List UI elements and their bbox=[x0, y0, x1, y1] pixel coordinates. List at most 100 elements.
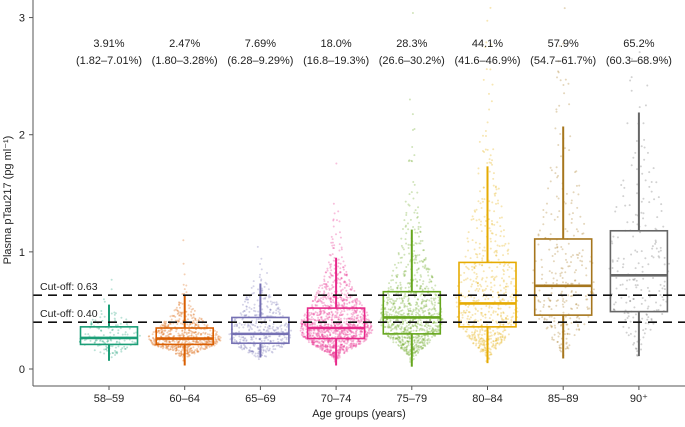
data-point bbox=[537, 299, 540, 302]
data-point bbox=[339, 346, 342, 349]
data-point bbox=[345, 284, 348, 287]
data-point bbox=[345, 317, 348, 320]
data-point bbox=[324, 345, 327, 348]
data-point bbox=[188, 350, 191, 353]
data-point bbox=[310, 318, 313, 321]
data-point bbox=[541, 273, 544, 276]
data-point bbox=[163, 329, 166, 332]
data-point bbox=[340, 343, 343, 346]
data-point bbox=[355, 309, 358, 312]
data-point bbox=[343, 340, 346, 343]
data-point bbox=[500, 314, 503, 317]
percent-label: 65.2% bbox=[623, 38, 654, 50]
data-point bbox=[497, 307, 500, 310]
data-point bbox=[300, 325, 303, 328]
data-point bbox=[404, 270, 407, 273]
data-point bbox=[356, 299, 359, 302]
data-point bbox=[489, 247, 492, 250]
data-point bbox=[507, 300, 510, 303]
data-point bbox=[415, 345, 418, 348]
data-point bbox=[384, 319, 387, 322]
data-point bbox=[343, 328, 346, 331]
data-point bbox=[483, 330, 486, 333]
data-point bbox=[348, 301, 351, 304]
data-point bbox=[169, 340, 172, 343]
data-point bbox=[390, 279, 393, 282]
data-point bbox=[319, 300, 322, 303]
data-point bbox=[419, 345, 422, 348]
data-point bbox=[644, 257, 647, 260]
data-point bbox=[406, 282, 409, 285]
data-point bbox=[466, 335, 469, 338]
data-point bbox=[261, 344, 264, 347]
data-point bbox=[320, 344, 323, 347]
data-point bbox=[244, 346, 247, 349]
data-point bbox=[642, 329, 645, 332]
data-point bbox=[592, 292, 595, 295]
data-point bbox=[257, 358, 260, 361]
data-point bbox=[330, 349, 333, 352]
data-point bbox=[570, 218, 573, 221]
data-point bbox=[190, 314, 193, 317]
box bbox=[533, 238, 593, 316]
data-point bbox=[430, 297, 433, 300]
data-point bbox=[277, 306, 280, 309]
data-point bbox=[420, 336, 423, 339]
data-point bbox=[500, 339, 503, 342]
data-point bbox=[171, 314, 174, 317]
data-point bbox=[173, 345, 176, 348]
data-point bbox=[249, 350, 252, 353]
data-point bbox=[325, 323, 328, 326]
data-point bbox=[407, 203, 410, 206]
data-point bbox=[355, 317, 358, 320]
data-point bbox=[541, 266, 544, 269]
data-point bbox=[252, 309, 255, 312]
data-point bbox=[254, 355, 257, 358]
data-point bbox=[256, 325, 259, 328]
data-point bbox=[574, 171, 577, 174]
data-point bbox=[345, 329, 348, 332]
data-point bbox=[334, 335, 337, 338]
data-point bbox=[500, 230, 503, 233]
data-point bbox=[255, 320, 258, 323]
data-point bbox=[475, 219, 478, 222]
data-point bbox=[403, 295, 406, 298]
data-point bbox=[281, 315, 284, 318]
data-point bbox=[419, 225, 422, 228]
data-point bbox=[404, 336, 407, 339]
data-point bbox=[630, 89, 633, 92]
data-point bbox=[630, 253, 633, 256]
data-point bbox=[318, 318, 321, 321]
data-point bbox=[187, 345, 190, 348]
data-point bbox=[495, 249, 498, 252]
data-point bbox=[319, 284, 322, 287]
data-point bbox=[359, 330, 362, 333]
data-point bbox=[270, 350, 273, 353]
data-point bbox=[205, 346, 208, 349]
data-point bbox=[309, 323, 312, 326]
data-point bbox=[549, 324, 552, 327]
data-point bbox=[392, 278, 395, 281]
data-point bbox=[328, 316, 331, 319]
data-point bbox=[354, 344, 357, 347]
data-point bbox=[495, 254, 498, 257]
data-point bbox=[565, 299, 568, 302]
data-point bbox=[339, 314, 342, 317]
data-point bbox=[428, 281, 431, 284]
data-point bbox=[346, 323, 349, 326]
data-point bbox=[407, 344, 410, 347]
data-point bbox=[327, 329, 330, 332]
data-point bbox=[257, 350, 260, 353]
data-point bbox=[210, 340, 213, 343]
data-point bbox=[193, 309, 196, 312]
y-tick-label: 1 bbox=[19, 247, 25, 259]
data-point bbox=[332, 355, 335, 358]
data-point bbox=[318, 319, 321, 322]
data-point bbox=[425, 305, 428, 308]
data-point bbox=[336, 311, 339, 314]
data-point bbox=[269, 335, 272, 338]
data-point bbox=[322, 329, 325, 332]
data-point bbox=[319, 335, 322, 338]
data-point bbox=[504, 335, 507, 338]
data-point bbox=[187, 351, 190, 354]
